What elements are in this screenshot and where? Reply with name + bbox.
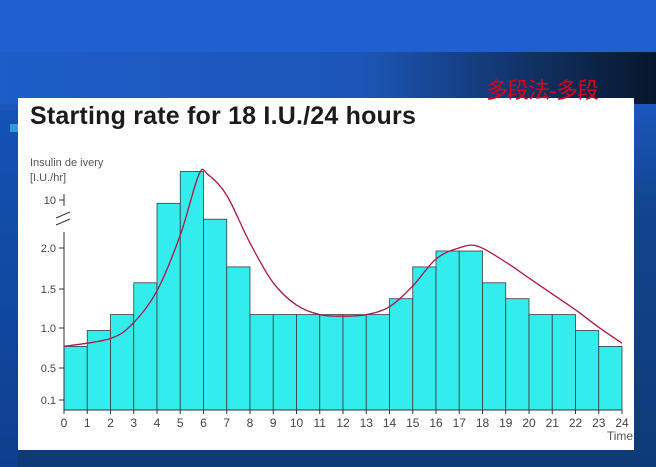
x-tick-label: 1 [84, 416, 91, 430]
chart-title: Starting rate for 18 I.U./24 hours [30, 102, 417, 130]
histogram-bar [412, 266, 437, 411]
x-tick-label: 24 [615, 416, 629, 430]
x-tick-label: 2 [107, 416, 114, 430]
insulin-chart: 102.01.51.00.50.10 1 2 3 4 5 6 7 8 9 10 11 12 13 14 15 1… [30, 157, 634, 443]
histogram-bar [133, 282, 158, 411]
histogram-bar [575, 330, 600, 411]
x-tick-label: 22 [569, 416, 583, 430]
y-axis-unit: [I.U./hr] [30, 172, 66, 184]
slide-heading: 多段法-多段 [486, 79, 599, 104]
x-tick-label: 19 [499, 416, 513, 430]
x-tick-label: 12 [336, 416, 350, 430]
x-tick-label: 3 [130, 416, 137, 430]
histogram-bar [435, 250, 460, 411]
y-tick-label: 10 [44, 195, 56, 207]
histogram-bar [528, 314, 553, 411]
x-tick-label: 9 [270, 416, 277, 430]
x-tick-label: 6 [200, 416, 207, 430]
histogram-bar [272, 314, 297, 411]
histogram-bar [505, 298, 530, 411]
fitted-curve [63, 168, 623, 348]
axis-break-mark [55, 218, 71, 226]
x-tick-label: 5 [177, 416, 184, 430]
histogram-bar [63, 345, 88, 411]
x-tick-label: 10 [290, 416, 304, 430]
histogram-bar [226, 266, 251, 411]
y-tick-label: 0.1 [41, 395, 56, 407]
y-tick-label: 1.5 [41, 284, 56, 296]
histogram-bar [110, 314, 135, 411]
x-tick-label: 21 [546, 416, 560, 430]
histogram-bar [598, 345, 623, 411]
histogram-bar [203, 218, 228, 411]
x-axis-label: Time [607, 429, 634, 443]
x-tick-label: 8 [247, 416, 254, 430]
histogram-bar [296, 314, 321, 411]
x-tick-label: 23 [592, 416, 606, 430]
histogram-bar [249, 314, 274, 411]
x-tick-label: 14 [383, 416, 397, 430]
x-tick-label: 18 [476, 416, 490, 430]
x-tick-label: 0 [61, 416, 68, 430]
x-tick-label: 16 [429, 416, 443, 430]
x-tick-label: 4 [154, 416, 161, 430]
y-tick-label: 0.5 [41, 363, 56, 375]
y-axis-label: Insulin de ivery [30, 157, 104, 169]
histogram-bar [551, 314, 576, 411]
histogram-bar [319, 314, 344, 411]
bullet-marker [10, 124, 18, 132]
histogram-bar [458, 250, 483, 411]
x-tick-label: 13 [360, 416, 374, 430]
histogram-bar [156, 202, 181, 411]
x-tick-label: 7 [223, 416, 230, 430]
histogram-bar [179, 171, 204, 411]
x-tick-label: 17 [453, 416, 467, 430]
y-tick-label: 2.0 [41, 243, 56, 255]
y-tick-label: 1.0 [41, 323, 56, 335]
axis-break-mark [55, 211, 71, 219]
histogram-bar [482, 282, 507, 411]
histogram-bar [342, 314, 367, 411]
histogram-bar [365, 314, 390, 411]
x-tick-label: 15 [406, 416, 420, 430]
header-band [0, 52, 656, 104]
histogram-bar [389, 298, 414, 411]
x-tick-label: 20 [522, 416, 536, 430]
x-tick-label: 11 [314, 416, 327, 430]
left-strip [0, 110, 18, 467]
